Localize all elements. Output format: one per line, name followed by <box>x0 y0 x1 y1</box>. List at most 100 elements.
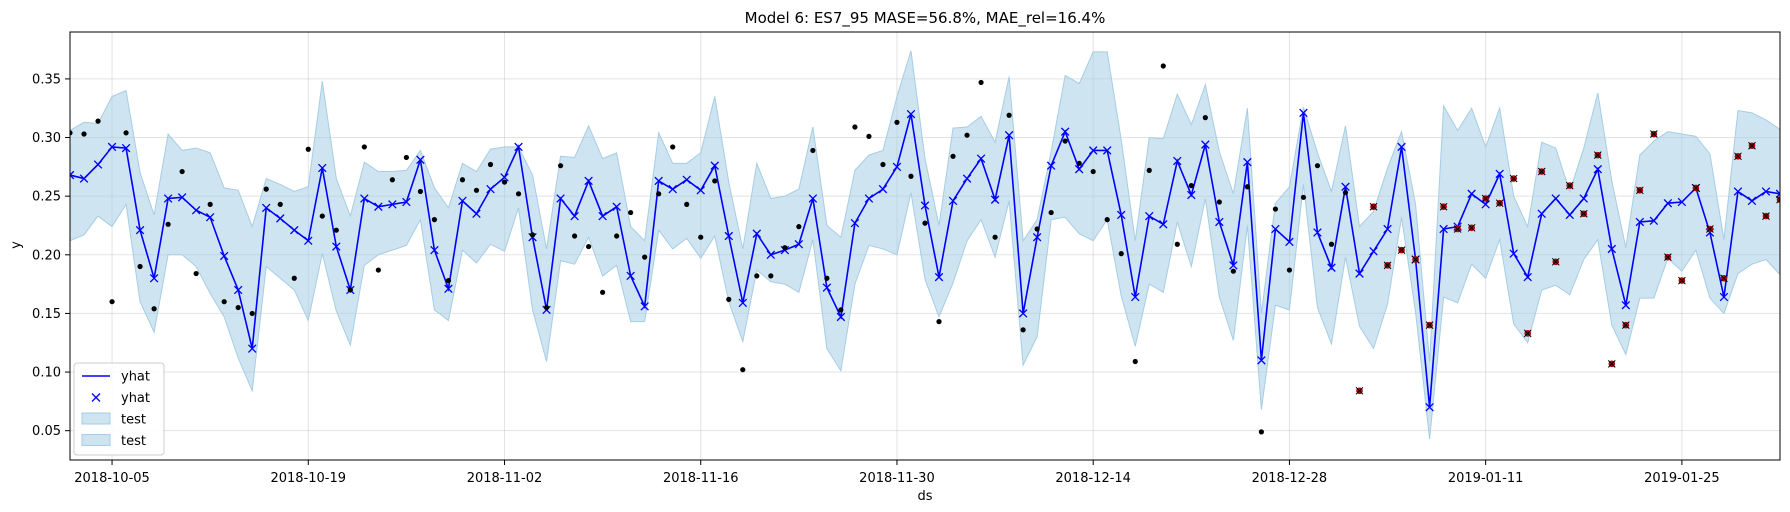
observed-point <box>137 263 143 270</box>
observed-point <box>782 245 788 251</box>
legend-label: yhat <box>121 391 150 406</box>
yhat-marker <box>1663 198 1673 208</box>
test-point-marker <box>1397 246 1406 254</box>
x-tick-label: 2018-10-19 <box>270 471 346 486</box>
observed-point <box>768 273 774 279</box>
observed-point <box>487 161 494 168</box>
test-point-marker <box>1762 212 1770 220</box>
yhat-marker <box>1088 146 1098 155</box>
yhat-marker <box>850 218 860 228</box>
legend-item: test <box>81 412 146 428</box>
x-tick-label: 2018-11-16 <box>663 471 739 486</box>
test-point-marker <box>1411 255 1420 264</box>
observed-point <box>838 307 844 313</box>
observed-point <box>1160 63 1166 69</box>
observed-point <box>1202 115 1208 121</box>
observed-point <box>964 132 970 138</box>
observed-point <box>698 234 704 240</box>
yhat-marker <box>808 194 818 203</box>
observed-point <box>235 304 241 311</box>
yhat-marker <box>962 174 972 183</box>
yhat-marker <box>1229 261 1238 270</box>
yhat-marker <box>752 229 762 238</box>
test-point-marker <box>1579 209 1588 218</box>
observed-point <box>403 154 409 161</box>
observed-point <box>1076 160 1082 166</box>
yhat-marker <box>934 272 944 282</box>
observed-point <box>263 186 269 192</box>
test-point-marker <box>1495 199 1504 208</box>
yhat-marker <box>696 186 705 195</box>
y-tick-label: 0.05 <box>32 424 61 439</box>
test-point-marker <box>1551 257 1560 266</box>
legend-label: yhat <box>121 370 150 385</box>
yhat-marker <box>163 194 173 203</box>
observed-point <box>586 243 592 250</box>
yhat-marker <box>976 154 986 163</box>
observed-point <box>992 234 998 240</box>
yhat-marker <box>1046 161 1056 170</box>
yhat-marker <box>121 143 131 153</box>
yhat-marker <box>710 161 720 170</box>
observed-point <box>319 213 325 219</box>
test-point-marker <box>1776 195 1780 204</box>
yhat-marker <box>1285 237 1294 247</box>
test-point-marker <box>1565 181 1574 190</box>
observed-point <box>614 233 620 239</box>
test-point-marker <box>1383 261 1392 270</box>
yhat-marker <box>1299 108 1308 118</box>
observed-point <box>515 191 522 197</box>
observed-point <box>70 130 73 136</box>
legend-box <box>73 362 165 456</box>
observed-point <box>796 224 802 230</box>
test-point-marker <box>1692 184 1700 192</box>
observed-point <box>1104 217 1110 223</box>
yhat-marker <box>500 173 509 182</box>
yhat-marker <box>1369 247 1378 256</box>
yhat-marker <box>1551 194 1560 203</box>
observed-point <box>221 299 227 305</box>
legend-item: test <box>81 434 146 449</box>
observed-point <box>1090 168 1096 175</box>
y-tick-label: 0.25 <box>32 190 61 205</box>
yhat-marker <box>1383 224 1392 234</box>
yhat-marker <box>1173 156 1182 166</box>
observed-point <box>445 277 452 284</box>
observed-point <box>1020 327 1026 333</box>
yhat-marker <box>1201 140 1210 149</box>
x-tick-label: 2018-11-02 <box>467 471 543 486</box>
yhat-marker <box>135 225 145 235</box>
y-tick-label: 0.10 <box>32 366 61 381</box>
yhat-marker <box>219 251 229 261</box>
yhat-marker <box>626 271 635 281</box>
yhat-marker <box>1116 210 1126 220</box>
yhat-marker <box>892 162 902 172</box>
yhat-marker <box>430 245 439 255</box>
observed-point <box>950 153 956 159</box>
observed-point <box>1048 209 1054 216</box>
observed-point <box>670 144 676 150</box>
observed-point <box>922 220 928 226</box>
observed-point <box>1188 183 1194 189</box>
chart-title: Model 6: ES7_95 MASE=56.8%, MAE_rel=16.4… <box>745 9 1106 28</box>
observed-point <box>347 287 353 293</box>
observed-point <box>1174 241 1180 247</box>
yhat-marker <box>556 194 565 203</box>
observed-point <box>291 275 297 281</box>
observed-point <box>894 119 900 125</box>
yhat-marker <box>486 184 495 194</box>
yhat-marker <box>1060 127 1070 136</box>
observed-point <box>1132 358 1138 365</box>
yhat-marker <box>724 231 734 241</box>
test-point-marker <box>1593 151 1602 159</box>
test-point <box>1776 196 1780 203</box>
yhat-marker <box>1775 189 1780 199</box>
test-point-marker <box>1734 152 1742 161</box>
yhat-marker <box>70 170 75 180</box>
yhat-marker <box>920 201 930 210</box>
yhat-marker <box>1649 216 1659 226</box>
observed-point <box>656 191 662 197</box>
observed-point <box>473 187 480 193</box>
yhat-marker <box>1018 309 1028 318</box>
test-point-marker <box>1467 223 1476 232</box>
